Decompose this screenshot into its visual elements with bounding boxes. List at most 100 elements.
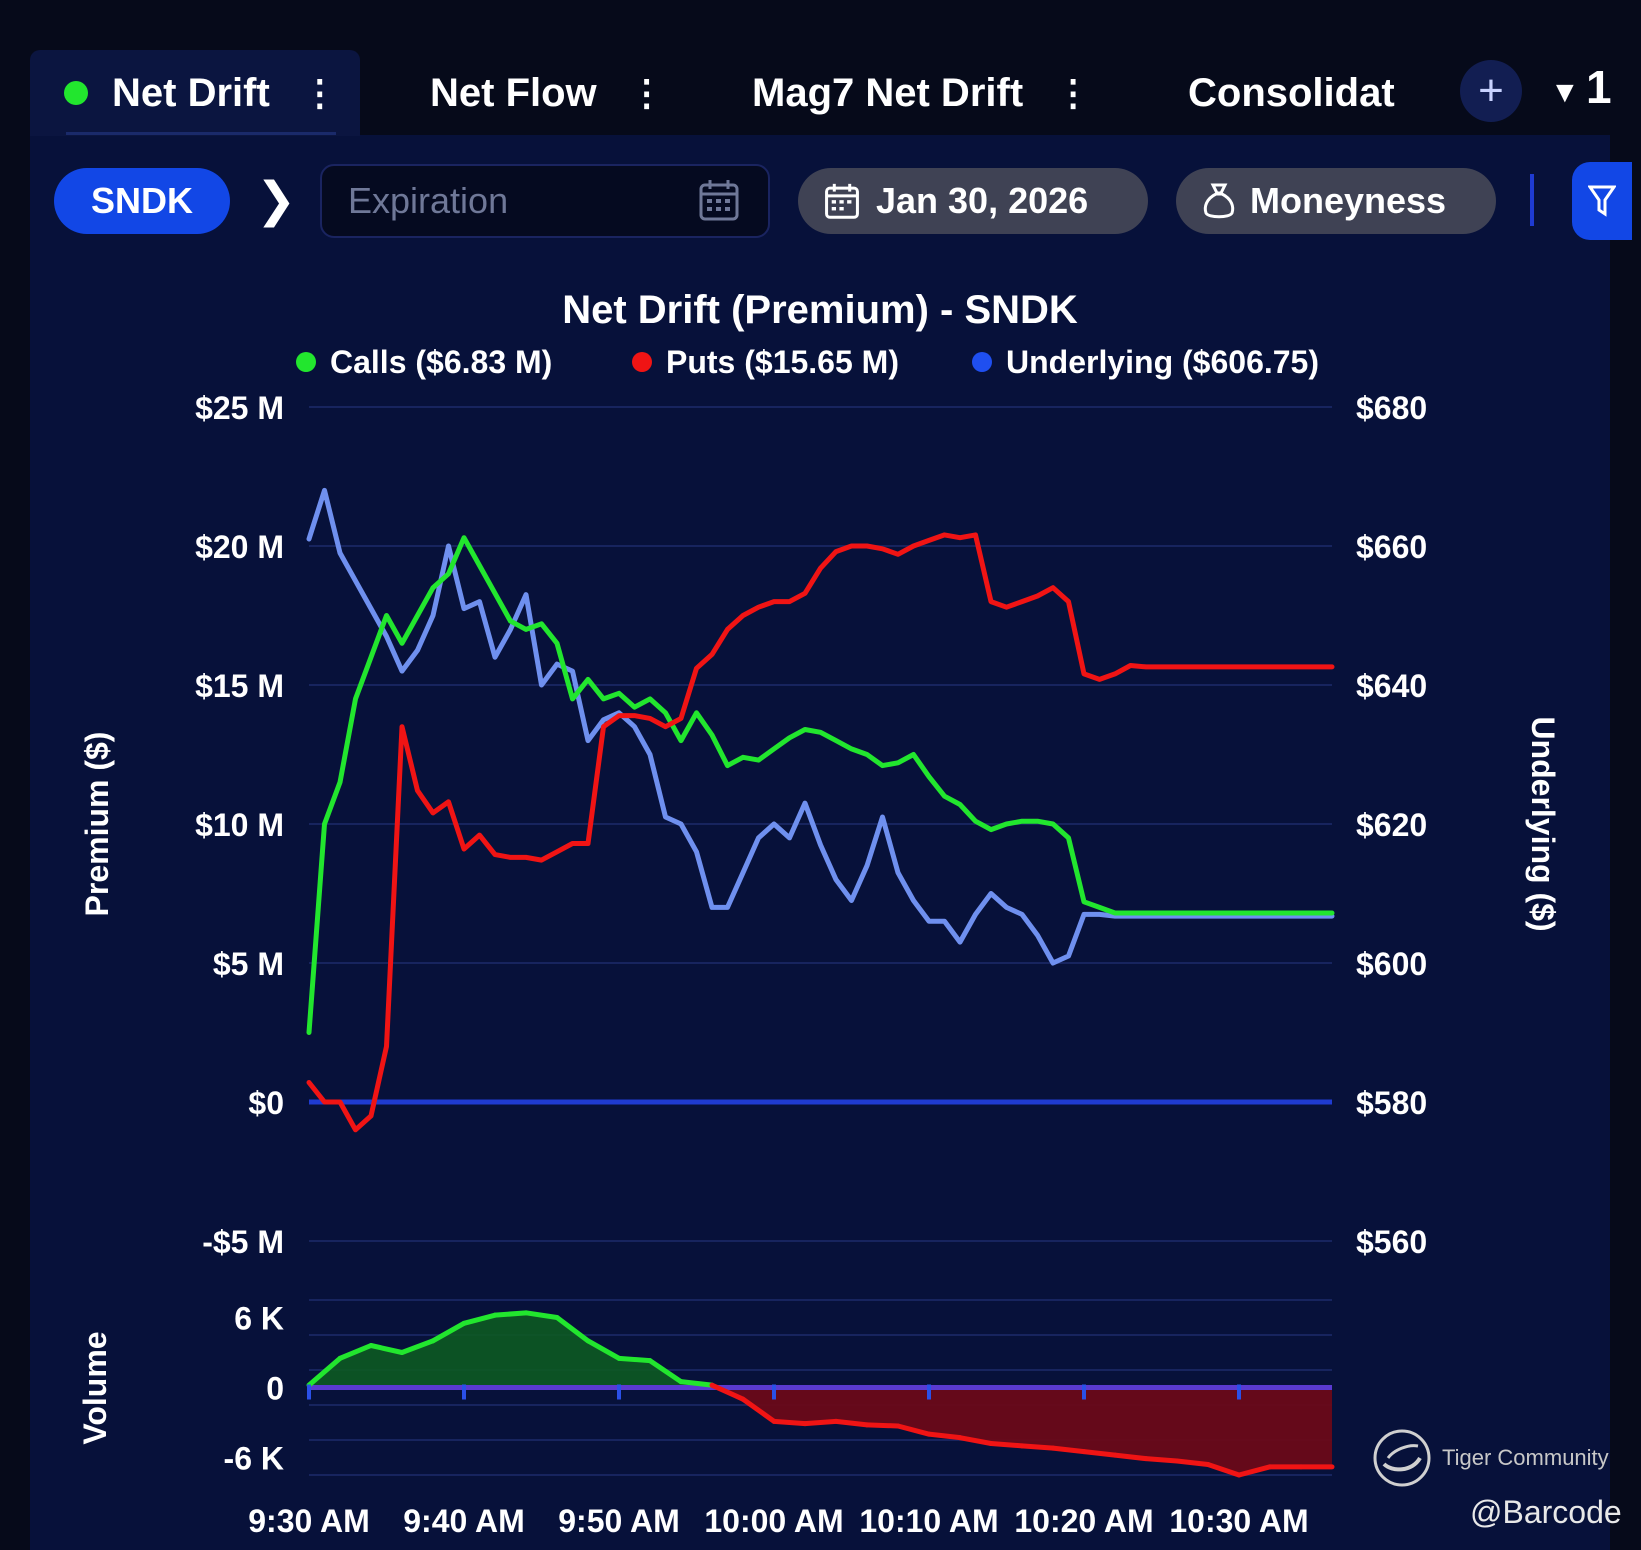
volume-line-segment <box>647 1358 684 1385</box>
kebab-menu-icon[interactable]: ⋮ <box>301 72 338 113</box>
y-tick-label: $20 M <box>195 529 284 565</box>
volume-line-segment <box>895 1423 932 1437</box>
volume-line-segment <box>616 1355 653 1364</box>
tab-net-flow[interactable]: Net Flow ⋮ <box>430 50 665 136</box>
volume-line-segment <box>802 1418 839 1427</box>
y2-tick-label: $640 <box>1356 668 1427 704</box>
volume-line-segment <box>988 1441 1025 1449</box>
expiration-input[interactable] <box>320 164 770 238</box>
active-tab-underline <box>66 132 336 135</box>
volume-tick-label: 6 K <box>234 1301 284 1337</box>
add-tab-button[interactable]: + <box>1460 60 1522 122</box>
calls-line[interactable] <box>306 535 1335 1035</box>
main-series <box>306 487 1335 1133</box>
legend-calls-swatch <box>296 352 316 372</box>
volume-line-segment <box>771 1418 808 1427</box>
y-tick-label: $25 M <box>195 390 284 426</box>
x-tick-label: 10:00 AM <box>704 1503 843 1539</box>
legend-puts-swatch <box>632 352 652 372</box>
x-axis-ticks: 9:30 AM 9:40 AM 9:50 AM 10:00 AM 10:10 AM 10:… <box>248 1384 1309 1539</box>
underlying-line[interactable] <box>306 487 1335 966</box>
volume-line-segment <box>709 1382 746 1402</box>
volume-line-segment <box>337 1343 374 1361</box>
legend: Calls ($6.83 M) Puts ($15.65 M) Underlyi… <box>296 344 1319 380</box>
left-axis-ticks: $25 M $20 M $15 M $10 M $5 M $0 -$5 M <box>195 390 284 1260</box>
active-indicator-dot <box>64 81 88 105</box>
legend-underlying[interactable]: Underlying ($606.75) <box>1006 344 1319 380</box>
volume-axis-ticks: 6 K 0 -6 K <box>224 1301 284 1477</box>
puts-line[interactable] <box>306 532 1335 1133</box>
y-tick-label: $10 M <box>195 807 284 843</box>
volume-line-segment <box>1050 1445 1087 1455</box>
tab-consolidated[interactable]: Consolidat <box>1188 50 1395 136</box>
tab-label: Consolidat <box>1188 70 1395 115</box>
legend-calls[interactable]: Calls ($6.83 M) <box>330 344 552 380</box>
volume-line-segment <box>554 1315 591 1344</box>
volume-line-segment <box>1143 1456 1180 1464</box>
volume-line-segment <box>740 1396 777 1424</box>
date-label: Jan 30, 2026 <box>876 180 1089 221</box>
y2-tick-label: $620 <box>1356 807 1427 843</box>
volume-negative-area <box>309 1387 1332 1475</box>
tiger-logo-icon <box>1373 1429 1431 1487</box>
calendar-icon[interactable] <box>698 178 740 222</box>
tab-label: Mag7 Net Drift <box>752 70 1024 115</box>
volume-axis-label: Volume <box>77 1331 113 1444</box>
tab-mag7-net-drift[interactable]: Mag7 Net Drift ⋮ <box>752 50 1091 136</box>
y2-tick-label: $660 <box>1356 529 1427 565</box>
toolbar-divider <box>1530 174 1534 226</box>
volume-line-segment <box>368 1343 405 1355</box>
ticker-button[interactable]: SNDK <box>54 168 230 234</box>
y-tick-label: $15 M <box>195 668 284 704</box>
volume-line-segment <box>833 1418 870 1428</box>
date-filter-button[interactable]: Jan 30, 2026 <box>798 168 1148 234</box>
volume-line-segment <box>1019 1443 1056 1451</box>
volume-line-segment <box>492 1310 529 1318</box>
y2-tick-label: $580 <box>1356 1085 1427 1121</box>
x-tick-label: 10:20 AM <box>1014 1503 1153 1539</box>
kebab-menu-icon[interactable]: ⋮ <box>628 72 665 113</box>
volume-line-segment <box>585 1338 622 1361</box>
legend-puts[interactable]: Puts ($15.65 M) <box>666 344 899 380</box>
y-tick-label: $5 M <box>213 946 284 982</box>
volume-line-segment <box>461 1312 498 1326</box>
volume-line-segment <box>430 1320 467 1344</box>
watermark: Tiger Community <box>1372 1428 1609 1488</box>
watermark-brand: Tiger Community <box>1442 1445 1609 1470</box>
volume-line-segment <box>1081 1449 1118 1458</box>
filter-button[interactable] <box>1572 162 1632 240</box>
calendar-icon <box>825 183 859 219</box>
volume-line-segment <box>678 1379 715 1388</box>
x-tick-label: 9:30 AM <box>248 1503 370 1539</box>
legend-underlying-swatch <box>972 352 992 372</box>
chevron-right-icon[interactable]: ❯ <box>256 174 297 227</box>
y2-tick-label: $680 <box>1356 390 1427 426</box>
filter-icon <box>1588 185 1616 217</box>
right-axis-ticks: $680 $660 $640 $620 $600 $580 $560 <box>1356 390 1427 1260</box>
tab-count: 1 <box>1586 61 1612 113</box>
volume-line-segment <box>306 1355 343 1388</box>
money-bag-icon <box>1203 183 1235 219</box>
volume-line-segment <box>926 1431 963 1441</box>
tab-label: Net Drift <box>112 70 270 115</box>
volume-line-segment <box>1236 1464 1273 1478</box>
x-tick-label: 9:40 AM <box>403 1503 525 1539</box>
y-axis-label: Premium ($) <box>79 732 115 917</box>
kebab-menu-icon[interactable]: ⋮ <box>1055 72 1092 113</box>
tab-bar: Net Drift ⋮ Net Flow ⋮ Mag7 Net Drift ⋮ … <box>30 50 1630 136</box>
moneyness-button[interactable]: Moneyness <box>1176 168 1496 234</box>
volume-line-segment <box>1112 1452 1149 1462</box>
volume-line-segment <box>523 1310 560 1320</box>
volume-line-segment <box>864 1422 901 1429</box>
y-tick-label: -$5 M <box>202 1224 284 1260</box>
volume-line-segment <box>399 1338 436 1355</box>
caret-down-icon[interactable]: ▼ <box>1550 76 1580 109</box>
volume-tick-label: -6 K <box>224 1441 284 1477</box>
volume-series <box>306 1310 1335 1478</box>
tab-net-drift[interactable]: Net Drift ⋮ <box>30 50 360 136</box>
y2-tick-label: $560 <box>1356 1224 1427 1260</box>
x-tick-label: 9:50 AM <box>558 1503 680 1539</box>
watermark-handle: @Barcode <box>1470 1494 1622 1530</box>
y-tick-label: $0 <box>248 1085 284 1121</box>
